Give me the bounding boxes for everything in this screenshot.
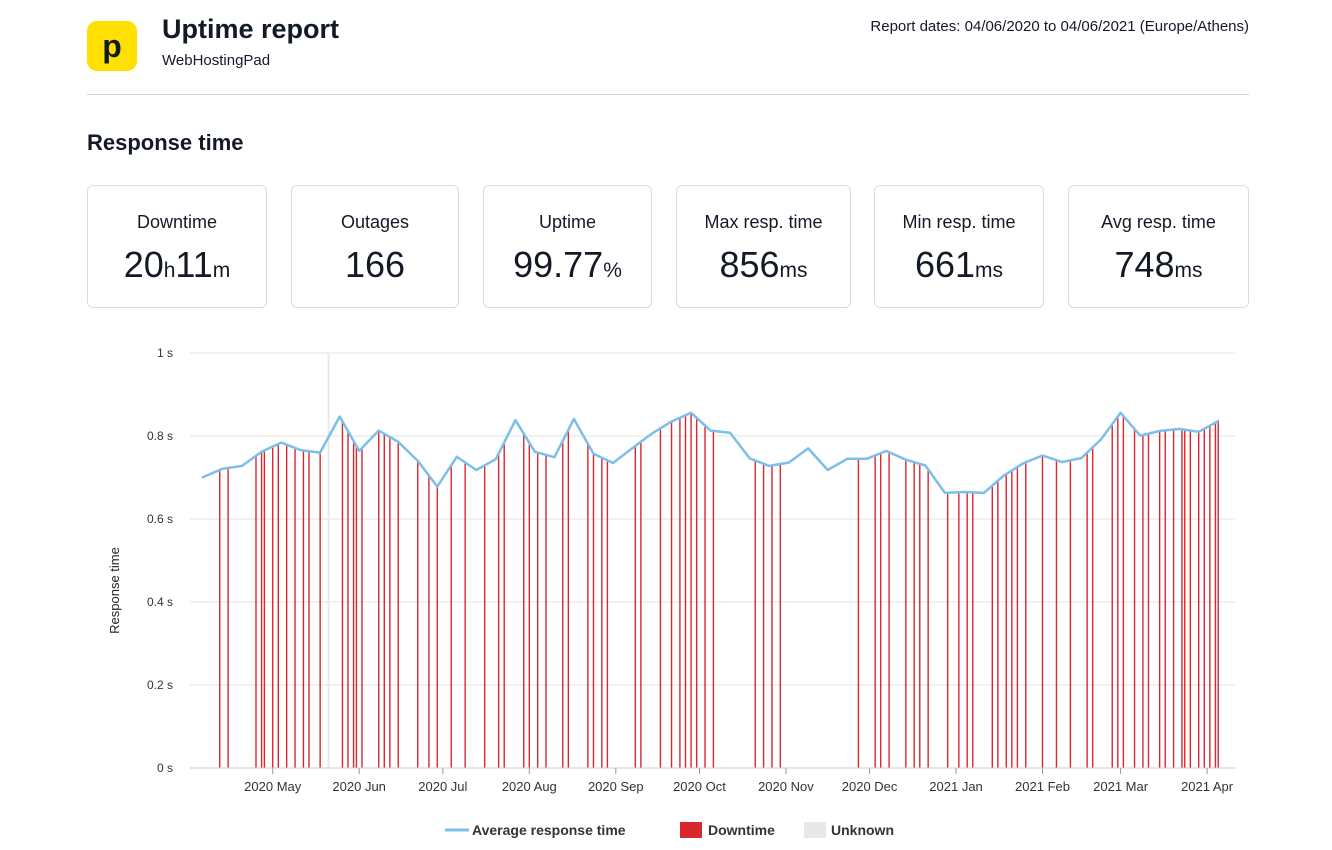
- stat-card-uptime: Uptime 99.77%: [483, 185, 652, 308]
- stat-value: 20h11m: [123, 244, 231, 285]
- stat-value: 856ms: [719, 244, 808, 285]
- x-tick-label: 2020 Dec: [842, 779, 898, 794]
- x-tick-label: 2020 May: [244, 779, 302, 794]
- y-axis-label: Response time: [107, 547, 122, 634]
- stat-card-max-resp: Max resp. time 856ms: [676, 185, 851, 308]
- y-tick-label: 0 s: [157, 761, 173, 775]
- stat-label: Min resp. time: [902, 212, 1016, 232]
- x-tick-label: 2020 Jun: [332, 779, 386, 794]
- response-time-chart: 0 s 0.2 s 0.4 s 0.6 s 0.8 s 1 s Response time 2…: [107, 346, 1235, 794]
- x-tick-label: 2021 Apr: [1181, 779, 1234, 794]
- legend-downtime[interactable]: Downtime: [708, 822, 775, 838]
- legend-line-swatch: [445, 828, 469, 832]
- app-logo: p: [87, 21, 137, 71]
- y-tick-label: 0.2 s: [147, 678, 173, 692]
- monitor-name: WebHostingPad: [162, 52, 271, 69]
- y-tick-label: 0.6 s: [147, 512, 173, 526]
- x-tick-label: 2021 Mar: [1093, 779, 1149, 794]
- stat-card-downtime: Downtime 20h11m: [87, 185, 267, 308]
- report-dates: Report dates: 04/06/2020 to 04/06/2021 (…: [870, 18, 1249, 35]
- logo-letter: p: [102, 28, 122, 64]
- x-tick-label: 2021 Jan: [929, 779, 983, 794]
- unknown-bar: [327, 353, 330, 768]
- y-tick-label: 0.8 s: [147, 429, 173, 443]
- stat-label: Downtime: [136, 212, 218, 232]
- stat-label: Avg resp. time: [1101, 212, 1216, 232]
- x-tick-label: 2020 Aug: [502, 779, 557, 794]
- stat-label: Outages: [340, 212, 410, 232]
- legend-unknown[interactable]: Unknown: [831, 822, 894, 838]
- x-tick-label: 2020 Jul: [418, 779, 467, 794]
- stat-value: 166: [344, 244, 406, 285]
- legend-avg[interactable]: Average response time: [472, 822, 626, 838]
- stat-card-avg-resp: Avg resp. time 748ms: [1068, 185, 1249, 308]
- stat-card-min-resp: Min resp. time 661ms: [874, 185, 1044, 308]
- x-tick-label: 2020 Nov: [758, 779, 814, 794]
- stat-value: 99.77%: [513, 244, 622, 285]
- stat-card-outages: Outages 166: [291, 185, 459, 308]
- y-tick-label: 0.4 s: [147, 595, 173, 609]
- stat-value: 661ms: [914, 244, 1004, 285]
- legend-downtime-swatch: [680, 822, 702, 838]
- page-title: Uptime report: [162, 14, 340, 44]
- x-tick-label: 2020 Sep: [588, 779, 644, 794]
- header-divider: [87, 94, 1249, 95]
- legend-unknown-swatch: [804, 822, 826, 838]
- stat-value: 748ms: [1114, 244, 1203, 285]
- x-tick-label: 2020 Oct: [673, 779, 726, 794]
- x-tick-label: 2021 Feb: [1015, 779, 1070, 794]
- section-title: Response time: [87, 130, 244, 155]
- y-tick-label: 1 s: [157, 346, 173, 360]
- stat-label: Max resp. time: [704, 212, 823, 232]
- stat-label: Uptime: [538, 212, 596, 232]
- avg-response-line: [201, 411, 1220, 495]
